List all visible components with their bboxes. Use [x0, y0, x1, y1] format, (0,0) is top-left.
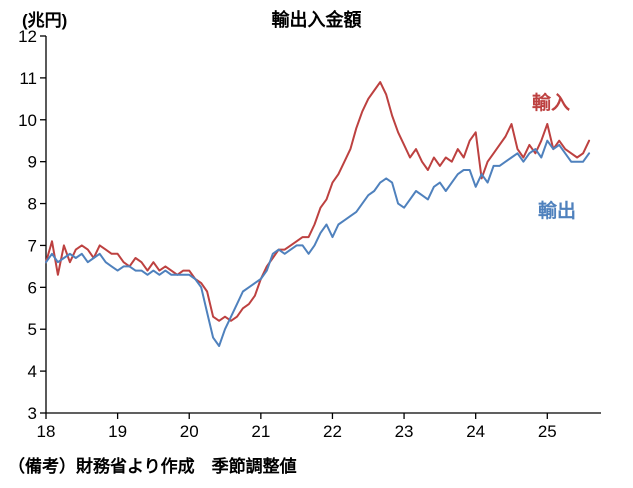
x-tick-label: 23	[395, 422, 414, 441]
line-imports	[45, 81, 591, 322]
x-tick-label: 18	[37, 422, 56, 441]
y-tick-label: 4	[28, 362, 37, 381]
y-tick-label: 11	[19, 69, 37, 88]
y-tick-label: 5	[28, 320, 37, 339]
y-tick-label: 12	[18, 27, 37, 46]
y-tick-label: 10	[18, 111, 37, 130]
line-exports	[45, 139, 591, 347]
series-label-exports: 輸出	[538, 201, 577, 222]
x-tick-label: 19	[108, 422, 127, 441]
x-tick-label: 20	[180, 422, 199, 441]
x-tick-label: 25	[538, 422, 557, 441]
series-label-imports: 輸入	[532, 93, 571, 114]
y-axis-unit-label: (兆円)	[22, 11, 68, 30]
y-tick-label: 7	[28, 236, 37, 255]
x-tick-label: 22	[323, 422, 342, 441]
y-tick-label: 8	[28, 195, 37, 214]
source-footnote: （備考）財務省より作成 季節調整値	[8, 457, 297, 476]
y-tick-label: 9	[28, 153, 37, 172]
y-tick-label: 6	[28, 278, 37, 297]
x-tick-label: 24	[466, 422, 485, 441]
chart-title: 輸出入金額	[271, 10, 362, 30]
y-tick-label: 3	[28, 404, 37, 423]
x-tick-label: 21	[251, 422, 270, 441]
